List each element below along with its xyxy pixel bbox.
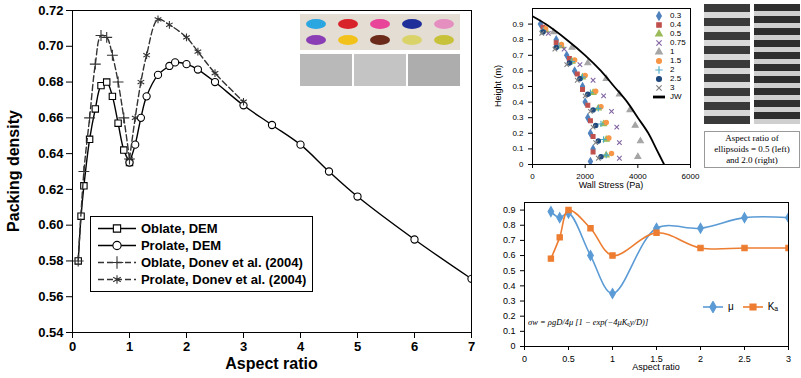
- svg-text:0: 0: [522, 354, 527, 364]
- svg-text:0: 0: [69, 339, 76, 354]
- html-text:Prolate, Donev et al. (2004): Prolate, Donev et al. (2004): [141, 272, 307, 288]
- html-text:Wall Stress (Pa): Wall Stress (Pa): [578, 180, 644, 190]
- html-text:Height (m): Height (m): [492, 65, 503, 107]
- svg-text:3: 3: [786, 354, 791, 364]
- svg-text:1: 1: [610, 354, 615, 364]
- svg-text:2: 2: [698, 354, 703, 364]
- html-text:2.5: 2.5: [670, 74, 682, 84]
- svg-text:0.1: 0.1: [512, 144, 524, 153]
- svg-text:6: 6: [411, 339, 418, 354]
- svg-text:0.1: 0.1: [503, 326, 516, 336]
- svg-text:0.5: 0.5: [503, 266, 516, 276]
- svg-text:0.6: 0.6: [512, 66, 524, 75]
- html-text:Aspect ratio of ellipsoids = 0: Aspect ratio of ellipsoids = 0.5 (left) …: [714, 133, 790, 165]
- svg-text:0.54: 0.54: [38, 325, 64, 340]
- svg-text:4000: 4000: [629, 172, 647, 181]
- html-text:JW: JW: [670, 92, 682, 102]
- html-text:Aspect ratio: Aspect ratio: [225, 355, 318, 372]
- svg-text:0: 0: [519, 160, 524, 169]
- svg-text:2: 2: [183, 339, 190, 354]
- svg-text:0.2: 0.2: [503, 311, 516, 321]
- svg-text:0.72: 0.72: [38, 3, 63, 18]
- html-text:Aspect ratio: Aspect ratio: [632, 362, 680, 372]
- svg-text:0.4: 0.4: [512, 98, 524, 107]
- svg-text:0.70: 0.70: [38, 38, 63, 53]
- html-text:Kₐ: Kₐ: [767, 301, 779, 313]
- html-text:σw = ρgD/4μ [1 − exp(−4μKₐy/D): σw = ρgD/4μ [1 − exp(−4μKₐy/D)]: [528, 317, 649, 328]
- html-text:Oblate, DEM: Oblate, DEM: [141, 221, 218, 237]
- html-text:3: 3: [670, 83, 675, 93]
- svg-text:0.66: 0.66: [38, 110, 63, 125]
- svg-text:2.5: 2.5: [738, 354, 751, 364]
- html-text:0.5: 0.5: [670, 29, 682, 39]
- html-text:2: 2: [670, 65, 675, 75]
- svg-text:0.9: 0.9: [512, 20, 524, 29]
- svg-text:6000: 6000: [682, 172, 700, 181]
- svg-text:0.4: 0.4: [503, 281, 516, 291]
- html-text:Packing density: Packing density: [5, 110, 22, 232]
- html-text:Prolate, DEM: Prolate, DEM: [141, 238, 222, 254]
- svg-text:0.68: 0.68: [38, 74, 63, 89]
- html-text:0.3: 0.3: [670, 11, 682, 21]
- svg-text:2000: 2000: [576, 172, 594, 181]
- svg-text:3: 3: [240, 339, 247, 354]
- svg-text:5: 5: [354, 339, 361, 354]
- html-text:Oblate, Donev et al. (2004): Oblate, Donev et al. (2004): [141, 255, 303, 271]
- svg-text:0.5: 0.5: [562, 354, 575, 364]
- html-text:0.75: 0.75: [670, 38, 686, 48]
- svg-text:0.7: 0.7: [512, 51, 524, 60]
- svg-text:0.58: 0.58: [38, 253, 63, 268]
- html-text:1.5: 1.5: [670, 56, 682, 66]
- svg-text:0.2: 0.2: [512, 129, 524, 138]
- html-text:1: 1: [670, 47, 675, 57]
- svg-text:0: 0: [510, 341, 515, 351]
- svg-text:0.3: 0.3: [512, 113, 524, 122]
- svg-text:0.6: 0.6: [503, 250, 516, 260]
- svg-text:0.64: 0.64: [38, 146, 64, 161]
- svg-text:0.5: 0.5: [512, 82, 524, 91]
- html-text:0.4: 0.4: [670, 20, 682, 30]
- svg-text:1: 1: [126, 339, 133, 354]
- svg-text:0.60: 0.60: [38, 217, 63, 232]
- svg-text:0.8: 0.8: [503, 220, 516, 230]
- svg-text:1.5: 1.5: [650, 353, 663, 364]
- html-text:μ: μ: [727, 301, 734, 313]
- svg-text:7: 7: [468, 339, 475, 354]
- svg-text:0.3: 0.3: [503, 296, 516, 306]
- svg-text:0.9: 0.9: [503, 205, 516, 215]
- svg-text:0.8: 0.8: [512, 35, 524, 44]
- svg-text:0.56: 0.56: [38, 289, 63, 304]
- svg-text:0: 0: [530, 172, 535, 181]
- svg-text:4: 4: [297, 339, 305, 354]
- svg-text:0.62: 0.62: [38, 182, 63, 197]
- svg-text:0.7: 0.7: [503, 235, 516, 245]
